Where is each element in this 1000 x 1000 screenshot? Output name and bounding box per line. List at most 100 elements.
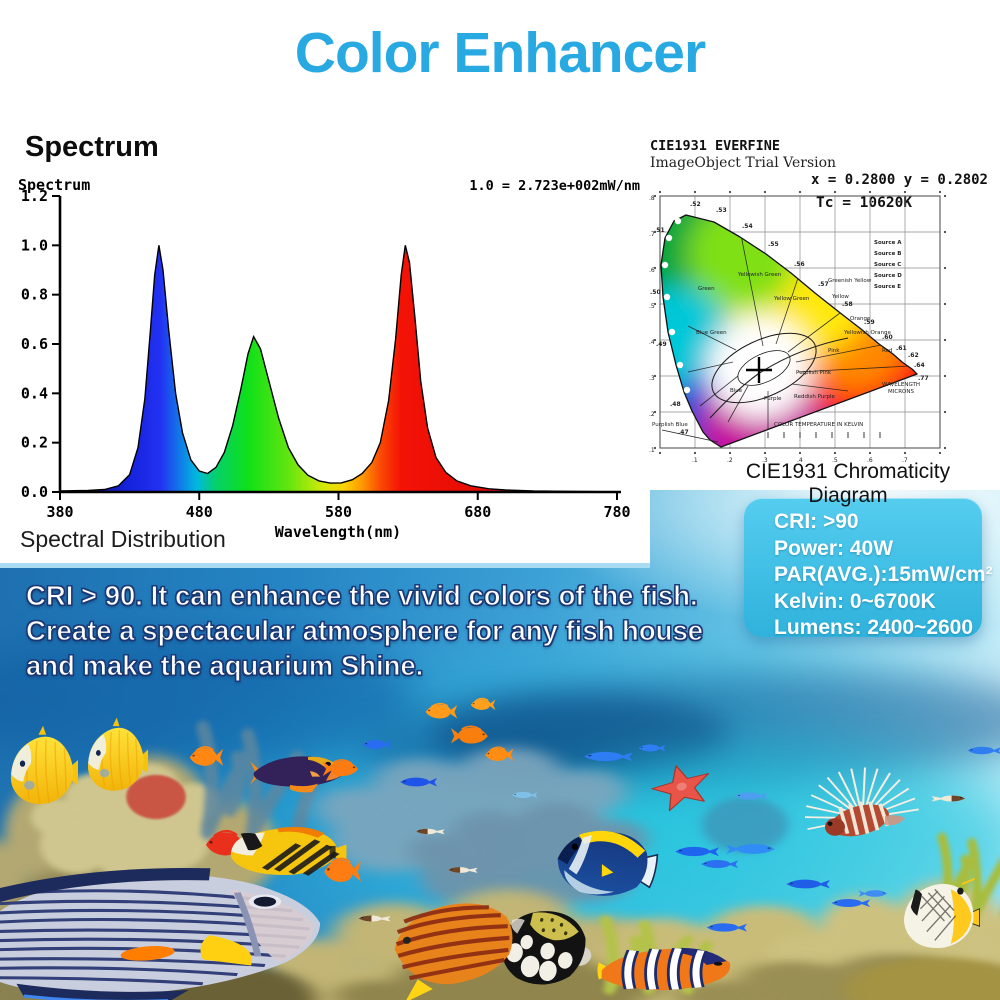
bicolor-dottyback [931, 795, 966, 802]
x-tick-label: 480 [186, 503, 213, 521]
cie-small-label: Yellow [831, 294, 849, 300]
marketing-copy: CRI > 90. It can enhance the vivid color… [25, 578, 704, 683]
blue-damselfish [638, 744, 666, 752]
cie-small-label: .5 [832, 457, 838, 464]
cie-small-label: .7 [902, 457, 908, 464]
cie-small-label: Source D [874, 273, 902, 279]
spec-kelvin: Kelvin: 0~6700K [774, 589, 936, 613]
cie-small-label: .4 [649, 339, 655, 346]
y-tick-label: 0.8 [21, 286, 48, 304]
cie-small-label: .48 [670, 401, 681, 408]
spec-box: CRI: >90 Power: 40W PAR(AVG.):15mW/cm² K… [744, 498, 993, 639]
cie-small-label: .61 [896, 345, 907, 352]
cie-small-label: Source E [874, 284, 901, 290]
locus-dots [661, 217, 691, 394]
cie-small-label: .6 [649, 267, 655, 274]
cie-header: CIE1931 EVERFINE [650, 138, 781, 154]
cie-small-label: Red [882, 348, 892, 354]
cie-small-label: .58 [842, 301, 853, 308]
lionfish [803, 765, 921, 845]
cie-small-label: .49 [656, 341, 667, 348]
cie-small-label: .1 [692, 457, 698, 464]
spectrum-curve [59, 245, 618, 493]
cie-small-label: .7 [649, 231, 655, 238]
cie-small-label: .52 [690, 201, 701, 208]
blue-damselfish [675, 846, 719, 857]
cie-small-label: .50 [650, 289, 661, 296]
cie-small-label: .1 [649, 447, 655, 454]
cie-small-label: Yellow Green [773, 296, 810, 302]
spec-power: Power: 40W [774, 536, 894, 560]
cie-small-label: Yellowish Green [737, 272, 782, 278]
blue-patch [701, 797, 789, 853]
blue-damselfish [584, 751, 633, 762]
x-tick-label: 380 [46, 503, 73, 521]
page-title: Color Enhancer [294, 21, 706, 85]
spectral-locus [660, 214, 918, 448]
x-axis-label: Wavelength(nm) [275, 523, 401, 541]
orange-anthias [188, 746, 225, 767]
y-tick-label: 1.0 [21, 236, 48, 254]
red-starfish [647, 757, 716, 815]
cie-small-label: Blue Green [696, 330, 727, 336]
cie-small-label: .60 [882, 334, 893, 341]
cie-small-label: .51 [654, 227, 665, 234]
cie-small-label: .6 [867, 457, 873, 464]
orangeside-triggerfish [250, 756, 346, 793]
spectral-distribution-chart: 1.2 1.0 0.8 0.6 0.4 0.2 0.0 380 480 580 680 780 Wave… [21, 187, 631, 541]
cie-small-label: .2 [649, 411, 655, 418]
cie-small-label: .5 [649, 303, 655, 310]
marketing-copy-line: and make the aquarium Shine. [25, 650, 424, 682]
cie-small-label: Pink [828, 348, 840, 354]
cie-small-label: .2 [727, 457, 733, 464]
cie-small-label: Source A [874, 240, 902, 246]
cie-small-label: WAVELENGTH [882, 382, 920, 388]
cie-small-label: Purplish Pink [796, 370, 832, 376]
cie-small-label: .59 [864, 319, 875, 326]
underwater-photo: CRI > 90. It can enhance the vivid color… [0, 490, 1000, 1000]
cie-section: CIE1931 EVERFINE ImageObject Trial Versi… [648, 138, 994, 507]
cie-small-label: Source C [874, 262, 901, 268]
cie-small-label: .54 [742, 223, 753, 230]
cie-small-label: .77 [918, 375, 929, 382]
cie-small-label: Purplish Blue [652, 422, 688, 428]
y-tick-label: 0.4 [21, 384, 48, 402]
peak-intensity-annotation: 1.0 = 2.723e+002mW/nm [469, 178, 640, 194]
cie-small-label: Reddish Purple [794, 394, 836, 400]
orange-anthias [424, 702, 459, 720]
cie-small-label: MICRONS [888, 389, 914, 395]
blue-damselfish [362, 739, 392, 750]
marketing-copy-line: CRI > 90. It can enhance the vivid color… [25, 580, 698, 612]
cie-small-label: .56 [794, 261, 805, 268]
spec-lumens: Lumens: 2400~2600 [774, 616, 974, 639]
blue-damselfish [967, 746, 1000, 755]
cie-small-label: Blue [730, 388, 743, 394]
cie-small-label: .8 [649, 195, 655, 202]
x-tick-label: 680 [464, 503, 491, 521]
cie-tiny-labels: .47 .48 .49 .50 .51 .52 .53 .54 .55 .56 .57 .58 .59.… [649, 195, 929, 464]
spectrum-chart-label: Spectrum [18, 176, 91, 194]
cie-xy-readout: x = 0.2800 y = 0.2802 [810, 172, 988, 188]
cie-small-label: .62 [908, 352, 919, 359]
cie-small-label: Purple [764, 396, 782, 402]
orange-anthias [470, 697, 497, 711]
cie-chromaticity-diagram: .47 .48 .49 .50 .51 .52 .53 .54 .55 .56 .57 .58 .59.… [649, 190, 947, 464]
marketing-copy-line: Create a spectacular atmosphere for any … [25, 615, 704, 647]
spectrum-caption: Spectral Distribution [20, 526, 226, 552]
x-tick-label: 580 [325, 503, 352, 521]
cie-trial-version-label: ImageObject Trial Version [650, 155, 837, 171]
cie-small-label: .4 [797, 457, 803, 464]
cie-small-label: .57 [818, 281, 829, 288]
y-tick-label: 0.0 [21, 483, 48, 501]
y-tick-label: 0.2 [21, 434, 48, 452]
spec-cri: CRI: >90 [774, 510, 859, 533]
blue-damselfish [701, 860, 739, 868]
cie-small-label: Greenish Yellow [828, 278, 872, 284]
cie-small-label: .55 [768, 241, 779, 248]
cie-small-label: .53 [716, 207, 727, 214]
x-tick-label: 780 [603, 503, 630, 521]
y-tick-label: 1.2 [21, 187, 48, 205]
blue-damselfish [786, 879, 830, 889]
spectrum-heading: Spectrum [25, 131, 159, 163]
